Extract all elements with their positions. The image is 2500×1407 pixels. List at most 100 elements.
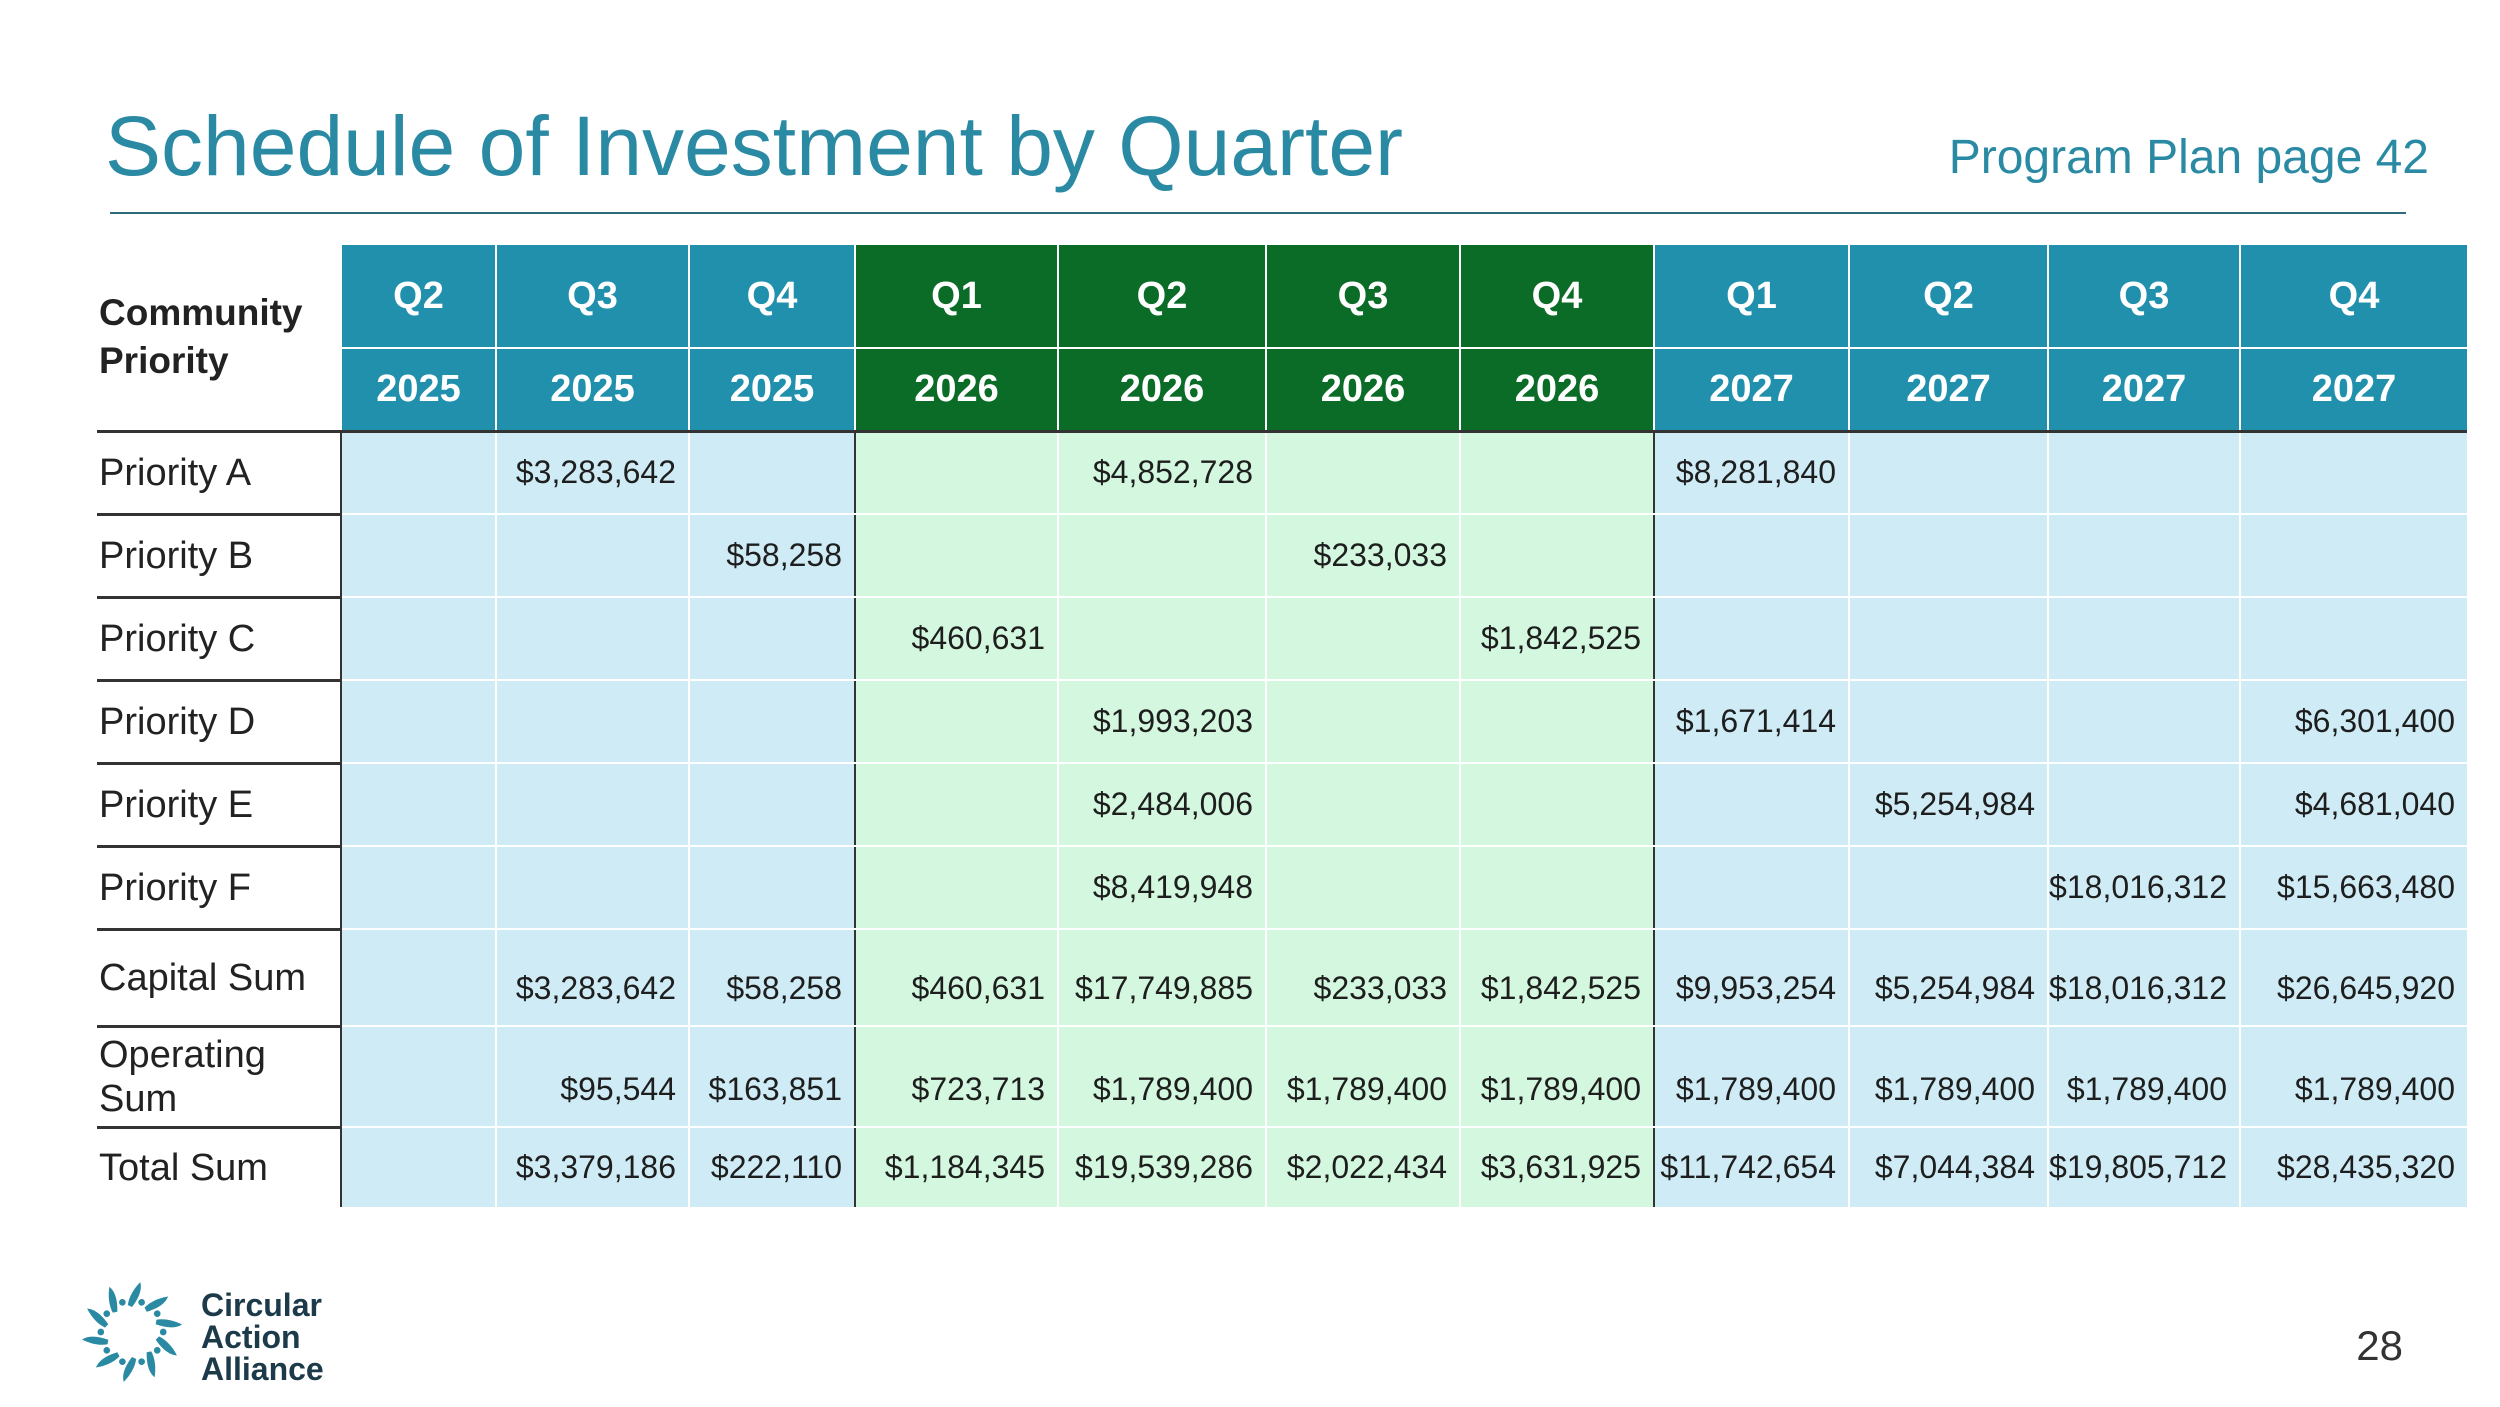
- table-cell: [1265, 597, 1460, 681]
- table-cell: $58,258: [688, 929, 855, 1027]
- logo-line: Circular: [201, 1287, 322, 1323]
- table-cell: $460,631: [854, 597, 1058, 681]
- table-cell: [1653, 514, 1849, 598]
- year-header: 2026: [1057, 348, 1266, 433]
- table-cell: [1459, 846, 1654, 930]
- table-cell: [688, 846, 855, 930]
- year-header: 2027: [2239, 348, 2467, 433]
- table-cell: $7,044,384: [1848, 1127, 2048, 1209]
- table-cell: $1,789,400: [1848, 1026, 2048, 1128]
- table-cell: [2239, 514, 2467, 598]
- table-row: Priority A $3,283,642 $4,852,728 $8,281,840: [97, 431, 2467, 516]
- table-cell: [854, 680, 1058, 764]
- table-cell: [340, 514, 496, 598]
- logo-petal: [127, 1282, 141, 1308]
- table-row: Capital Sum $3,283,642 $58,258 $460,631 $17,…: [97, 929, 2467, 1028]
- quarter-header: Q3: [1265, 245, 1460, 349]
- table-row: Priority B $58,258 $233,033: [97, 514, 2467, 599]
- table-cell: $26,645,920: [2239, 929, 2467, 1027]
- table-cell: $1,789,400: [2047, 1026, 2240, 1128]
- quarter-header: Q4: [2239, 245, 2467, 349]
- table-cell: $233,033: [1265, 929, 1460, 1027]
- row-label: Operating Sum: [97, 1026, 341, 1129]
- table-cell: [854, 846, 1058, 930]
- table-cell: [1459, 680, 1654, 764]
- table-row: Priority D $1,993,203 $1,671,414 $6,301,400: [97, 680, 2467, 765]
- table-cell: $163,851: [688, 1026, 855, 1128]
- table-cell: [854, 763, 1058, 847]
- year-header: 2025: [495, 348, 689, 433]
- year-header: 2026: [1459, 348, 1654, 433]
- table-cell: $19,539,286: [1057, 1127, 1266, 1209]
- page-title: Schedule of Investment by Quarter: [105, 99, 1404, 193]
- table-cell: [2047, 680, 2240, 764]
- program-plan-reference: Program Plan page 42: [1948, 131, 2429, 184]
- table-cell: $4,852,728: [1057, 431, 1266, 515]
- table-cell: [1057, 597, 1266, 681]
- row-label: Priority C: [97, 597, 341, 682]
- table-row: Total Sum $3,379,186 $222,110 $1,184,345 $19…: [97, 1127, 2467, 1209]
- table-cell: [340, 1026, 496, 1128]
- table-cell: $1,789,400: [1653, 1026, 1849, 1128]
- table-cell: $1,842,525: [1459, 929, 1654, 1027]
- table-cell: $1,671,414: [1653, 680, 1849, 764]
- logo-petal: [81, 1336, 109, 1345]
- table-cell: [2239, 597, 2467, 681]
- quarter-header: Q2: [1057, 245, 1266, 349]
- table-cell: $3,631,925: [1459, 1127, 1654, 1209]
- logo-petal: [146, 1351, 156, 1378]
- table-cell: $5,254,984: [1848, 929, 2048, 1027]
- table-cell: [1848, 846, 2048, 930]
- table-cell: [688, 680, 855, 764]
- table-cell: $1,184,345: [854, 1127, 1058, 1209]
- table-cell: [1265, 680, 1460, 764]
- table-cell: $3,283,642: [495, 431, 689, 515]
- year-header-row: 2025 2025 2025 2026 2026 2026 2026 2027 2027 2027…: [97, 348, 2467, 433]
- quarter-header: Q4: [688, 245, 855, 349]
- logo-petal: [87, 1308, 109, 1328]
- year-header: 2026: [1265, 348, 1460, 433]
- investment-schedule-table: Community Priority Q2 Q3 Q4 Q1 Q2 Q3 Q4 Q1 Q2 Q3 Q…: [97, 245, 2467, 1209]
- table-row: Operating Sum $95,544 $163,851 $723,713 $1,7…: [97, 1026, 2467, 1129]
- quarter-header: Q3: [495, 245, 689, 349]
- row-label: Priority F: [97, 846, 341, 931]
- table-cell: [688, 597, 855, 681]
- table-cell: [340, 929, 496, 1027]
- logo-dot: [138, 1298, 145, 1306]
- quarter-header: Q2: [340, 245, 496, 349]
- table-cell: $4,681,040: [2239, 763, 2467, 847]
- logo-wordmark: Circular Action Alliance: [201, 1289, 324, 1385]
- logo-petal: [123, 1356, 137, 1382]
- page-number: 28: [2356, 1322, 2403, 1369]
- table-cell: $1,789,400: [1265, 1026, 1460, 1128]
- table-cell: [2047, 763, 2240, 847]
- table-cell: [1848, 597, 2048, 681]
- logo-dot: [119, 1358, 126, 1366]
- table-cell: [1057, 514, 1266, 598]
- table-cell: $17,749,885: [1057, 929, 1266, 1027]
- table-cell: $6,301,400: [2239, 680, 2467, 764]
- year-header: 2027: [1848, 348, 2048, 433]
- table-cell: [495, 680, 689, 764]
- table-body: Priority A $3,283,642 $4,852,728 $8,281,840…: [97, 431, 2467, 1209]
- row-label: Capital Sum: [97, 929, 341, 1028]
- table-cell: [340, 680, 496, 764]
- logo-petal: [144, 1296, 169, 1312]
- table-cell: $18,016,312: [2047, 929, 2240, 1027]
- table-cell: $460,631: [854, 929, 1058, 1027]
- quarter-header: Q1: [1653, 245, 1849, 349]
- table-cell: $233,033: [1265, 514, 1460, 598]
- title-divider: [110, 212, 2406, 214]
- table-cell: $19,805,712: [2047, 1127, 2240, 1209]
- year-header: 2026: [854, 348, 1058, 433]
- logo-dot: [138, 1358, 145, 1366]
- table-cell: $1,789,400: [1057, 1026, 1266, 1128]
- table-cell: [1653, 763, 1849, 847]
- table-cell: $58,258: [688, 514, 855, 598]
- quarter-header: Q3: [2047, 245, 2240, 349]
- table-cell: [1459, 763, 1654, 847]
- table-cell: [854, 431, 1058, 515]
- quarter-header-row: Community Priority Q2 Q3 Q4 Q1 Q2 Q3 Q4 Q1 Q2 Q3 Q…: [97, 245, 2467, 433]
- table-cell: $5,254,984: [1848, 763, 2048, 847]
- table-cell: [340, 597, 496, 681]
